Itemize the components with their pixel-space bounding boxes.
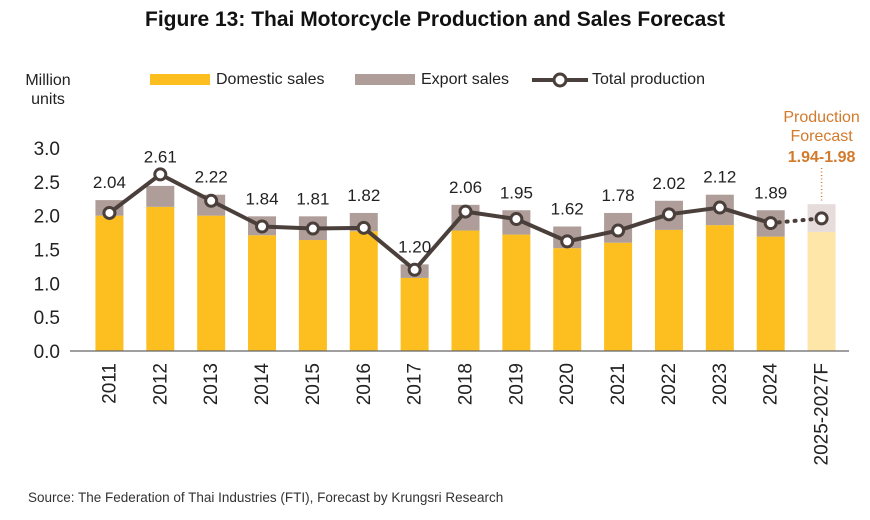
bar-domestic	[400, 277, 429, 351]
bar-domestic	[502, 234, 531, 351]
bar-domestic	[146, 206, 175, 351]
data-label: 1.20	[398, 237, 431, 256]
y-tick-label: 0.0	[34, 342, 60, 363]
y-tick-label: 0.5	[34, 308, 60, 329]
y-tick-label: 3.0	[34, 139, 60, 160]
total-point	[305, 221, 320, 236]
data-label: 2.04	[93, 173, 126, 192]
x-tick-label: 2018	[456, 363, 477, 405]
legend-label-total: Total production	[592, 71, 705, 88]
forecast-note-line-2: Forecast	[790, 128, 853, 145]
bar-domestic	[756, 236, 785, 351]
unit-line-1: Million	[25, 72, 71, 89]
forecast-note-line-1: Production	[783, 109, 860, 126]
data-label: 1.89	[754, 183, 787, 202]
y-tick-label: 2.0	[34, 207, 60, 228]
data-label: 2.61	[144, 147, 177, 166]
x-tick-label: 2013	[201, 363, 222, 405]
data-label: 2.06	[449, 178, 482, 197]
x-tick-label: 2011	[99, 363, 120, 404]
y-tick-label: 2.5	[34, 173, 60, 194]
forecast-dotted-line	[768, 216, 824, 226]
total-point	[814, 211, 829, 226]
x-tick-label: 2015	[303, 363, 324, 405]
chart-plot: 0.0 0.5 1.0 1.5 2.0 2.5 3.0 2.04 2.61 2.22 1.84 1.…	[34, 109, 860, 466]
data-labels: 2.04 2.61 2.22 1.84 1.81 1.82 1.20 2.06 1.95 1.62…	[93, 147, 787, 256]
bar-domestic	[451, 230, 480, 351]
bar-domestic	[95, 215, 124, 351]
data-label: 1.81	[296, 189, 329, 208]
total-point	[153, 167, 168, 182]
source-note: Source: The Federation of Thai Industrie…	[28, 490, 504, 505]
data-label: 1.95	[500, 183, 533, 202]
data-label: 1.62	[551, 199, 584, 218]
x-tick-label: 2019	[506, 363, 527, 405]
total-production-line	[102, 167, 829, 277]
y-axis-ticks: 0.0 0.5 1.0 1.5 2.0 2.5 3.0	[34, 139, 60, 363]
total-point	[204, 193, 219, 208]
data-label: 1.78	[602, 186, 635, 205]
legend-swatch-domestic	[150, 74, 210, 85]
x-tick-label: 2021	[608, 363, 629, 405]
legend-label-domestic: Domestic sales	[216, 71, 325, 88]
y-axis-unit-label: Million units	[18, 71, 78, 109]
total-point	[509, 212, 524, 227]
unit-line-2: units	[31, 91, 65, 108]
bar-domestic	[604, 242, 633, 351]
total-point	[407, 262, 422, 277]
bar-domestic	[298, 240, 327, 351]
total-point	[712, 200, 727, 215]
bar-domestic	[705, 225, 734, 351]
legend-line-marker	[532, 72, 588, 88]
chart-title: Figure 13: Thai Motorcycle Production an…	[145, 8, 725, 31]
legend-swatch-export	[355, 74, 415, 85]
data-label: 2.22	[195, 168, 228, 187]
total-point	[102, 205, 117, 220]
bar-domestic	[248, 235, 277, 351]
x-tick-label: 2014	[252, 363, 273, 406]
legend-label-export: Export sales	[421, 71, 510, 88]
y-tick-label: 1.5	[34, 241, 60, 262]
x-tick-label: 2024	[761, 363, 782, 406]
total-point	[458, 204, 473, 219]
total-line-path	[108, 172, 772, 272]
bar-export	[146, 185, 175, 207]
total-point	[356, 220, 371, 235]
y-tick-label: 1.0	[34, 274, 60, 295]
total-point	[255, 219, 270, 234]
x-axis-labels: 2011 2012 2013 2014 2015 2016 2017 2018 2019 2020…	[99, 363, 832, 466]
data-label: 1.84	[245, 189, 278, 208]
total-point	[661, 207, 676, 222]
x-tick-label: 2016	[354, 363, 375, 405]
data-label: 1.82	[347, 186, 380, 205]
x-tick-label: 2023	[710, 363, 731, 405]
x-tick-label: 2022	[659, 363, 680, 405]
data-label: 2.12	[703, 168, 736, 187]
x-tick-label: 2020	[557, 363, 578, 405]
bar-domestic	[807, 231, 836, 351]
forecast-range-label: 1.94-1.98	[788, 149, 856, 166]
data-label: 2.02	[652, 174, 685, 193]
x-tick-label: 2025-2027F	[812, 363, 833, 465]
total-point	[763, 216, 778, 231]
x-tick-label: 2012	[150, 363, 171, 405]
bar-domestic	[654, 229, 683, 351]
bar-domestic	[349, 231, 378, 351]
total-point	[560, 234, 575, 249]
bar-domestic	[553, 248, 582, 351]
total-point	[611, 223, 626, 238]
x-tick-label: 2017	[405, 363, 426, 405]
bar-domestic	[197, 215, 226, 351]
forecast-annotation: Production Forecast 1.94-1.98	[783, 109, 860, 203]
